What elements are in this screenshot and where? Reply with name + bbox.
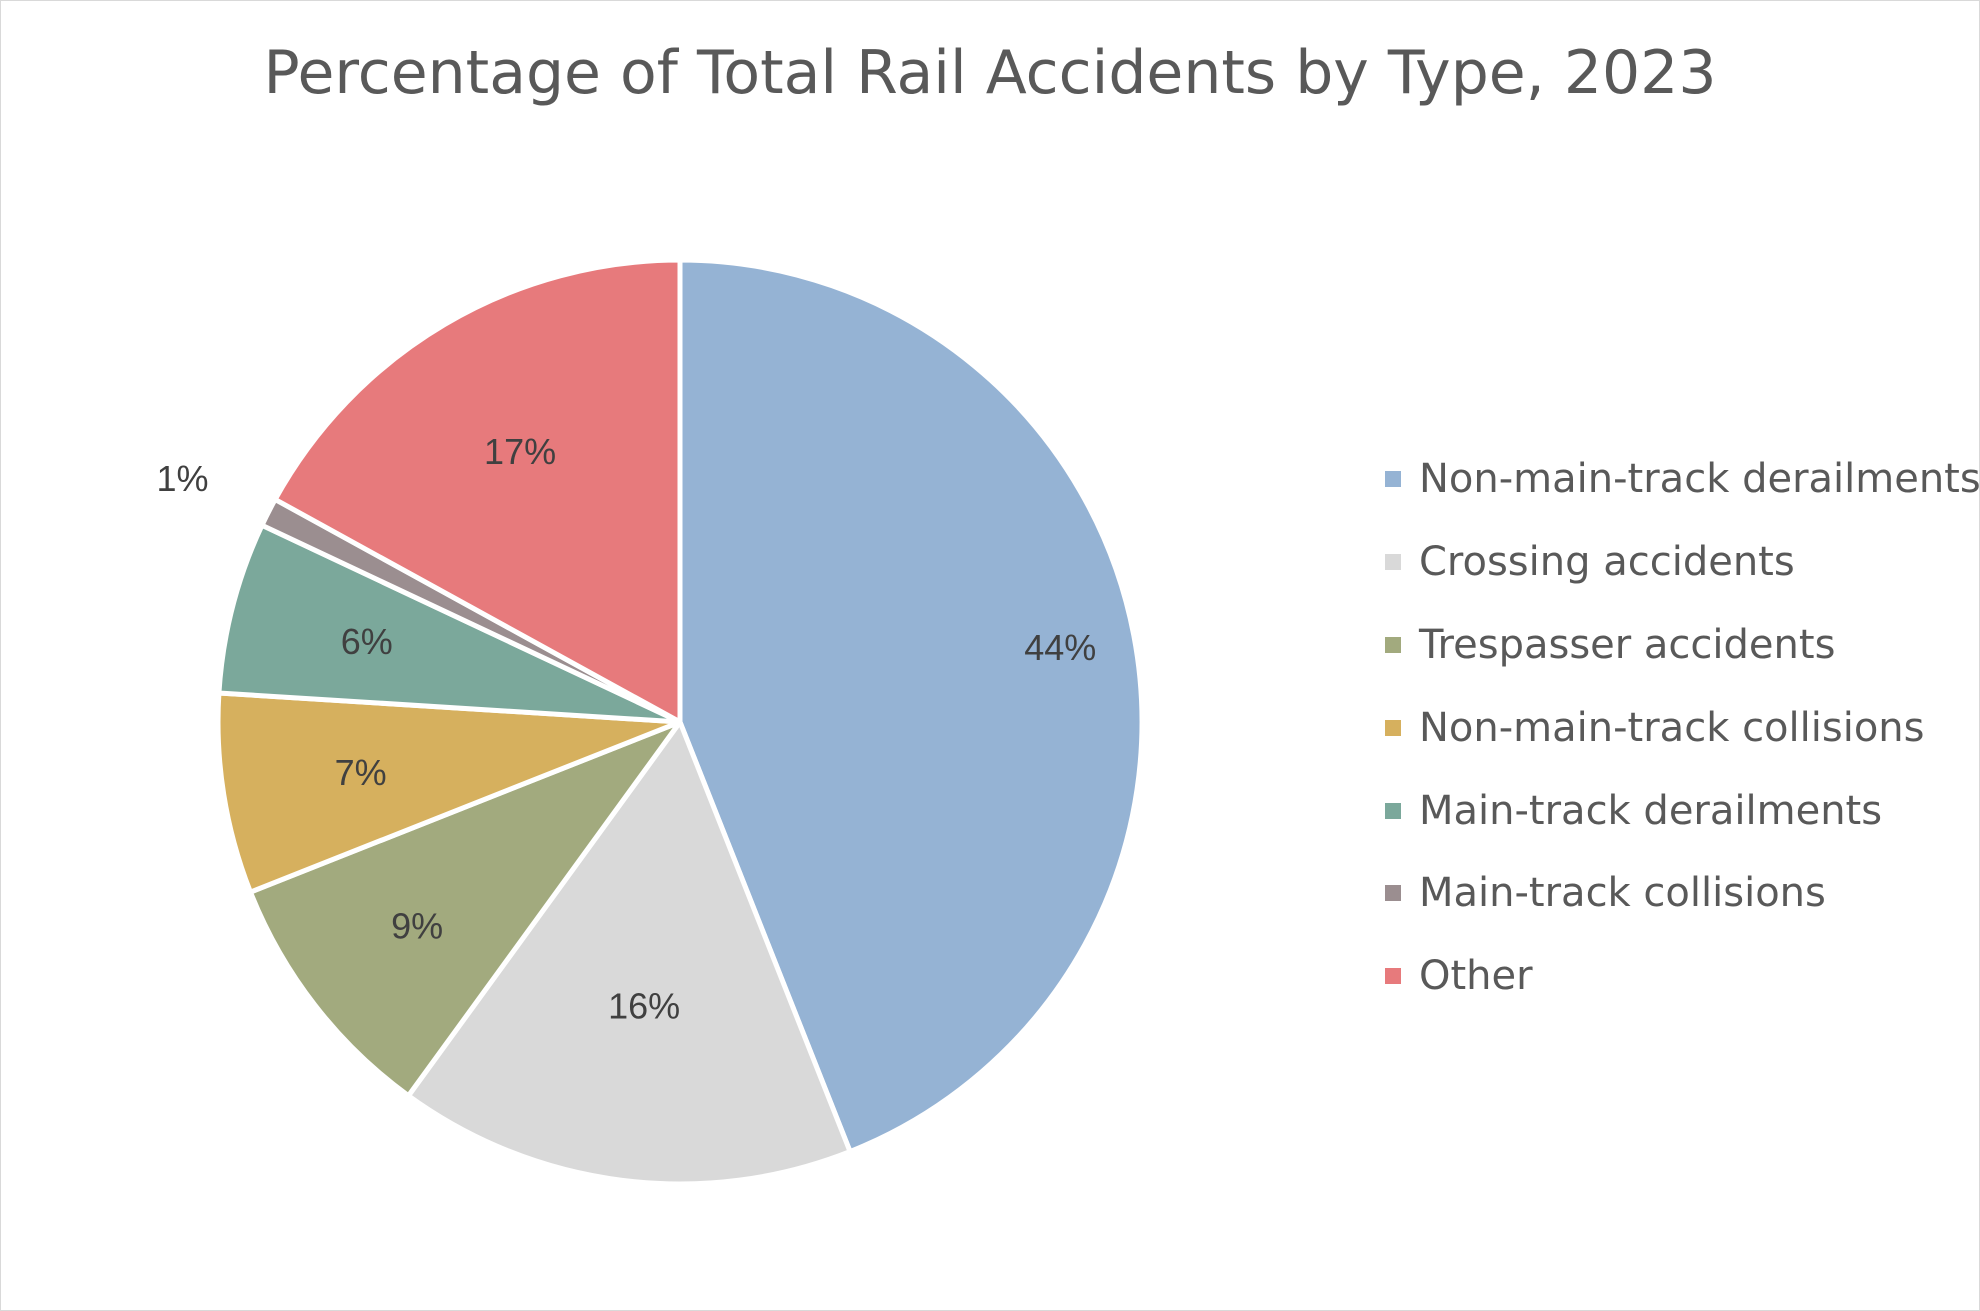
- legend-label: Trespasser accidents: [1419, 621, 1836, 668]
- legend-item: Main-track collisions: [1385, 852, 1980, 935]
- legend-item: Trespasser accidents: [1385, 604, 1980, 687]
- legend-swatch: [1385, 885, 1401, 902]
- legend-swatch: [1385, 802, 1401, 819]
- legend-label: Non-main-track derailments: [1419, 456, 1980, 503]
- legend-label: Main-track collisions: [1419, 870, 1826, 917]
- pie-slice-other: [272, 257, 683, 725]
- data-label-main-track-derailments: 6%: [341, 621, 393, 662]
- legend-item: Other: [1385, 935, 1980, 1018]
- legend-swatch: [1385, 636, 1401, 653]
- legend-swatch: [1385, 968, 1401, 985]
- legend-swatch: [1385, 554, 1401, 571]
- legend-label: Other: [1419, 953, 1533, 1000]
- legend-swatch: [1385, 719, 1401, 736]
- legend-item: Non-main-track derailments: [1385, 438, 1980, 521]
- data-label-non-main-track-derailments: 44%: [1024, 627, 1096, 668]
- data-label-non-main-track-collisions: 7%: [335, 752, 387, 793]
- data-label-main-track-collisions: 1%: [156, 458, 208, 499]
- pie-slices: [215, 257, 1145, 1187]
- pie-slice-main-track-derailments: [216, 522, 683, 725]
- pie-slice-trespasser-accidents: [247, 719, 683, 1099]
- legend-label: Main-track derailments: [1419, 787, 1883, 834]
- legend-item: Crossing accidents: [1385, 521, 1980, 604]
- legend-label: Non-main-track collisions: [1419, 704, 1925, 751]
- legend-item: Main-track derailments: [1385, 769, 1980, 852]
- pie-slice-non-main-track-derailments: [677, 257, 1145, 1155]
- data-label-crossing-accidents: 16%: [608, 986, 680, 1027]
- legend-label: Crossing accidents: [1419, 539, 1795, 586]
- chart-title: Percentage of Total Rail Accidents by Ty…: [263, 38, 1717, 108]
- pie-slice-non-main-track-collisions: [215, 690, 683, 895]
- legend: Non-main-track derailments Crossing accid…: [1385, 438, 1980, 1018]
- data-label-other: 17%: [484, 431, 556, 472]
- legend-item: Non-main-track collisions: [1385, 686, 1980, 769]
- pie-data-labels: 44% 16% 9% 7% 6% 1% 17%: [156, 431, 1096, 1027]
- legend-swatch: [1385, 471, 1401, 488]
- data-label-trespasser-accidents: 9%: [391, 905, 443, 946]
- pie-slice-crossing-accidents: [405, 719, 853, 1187]
